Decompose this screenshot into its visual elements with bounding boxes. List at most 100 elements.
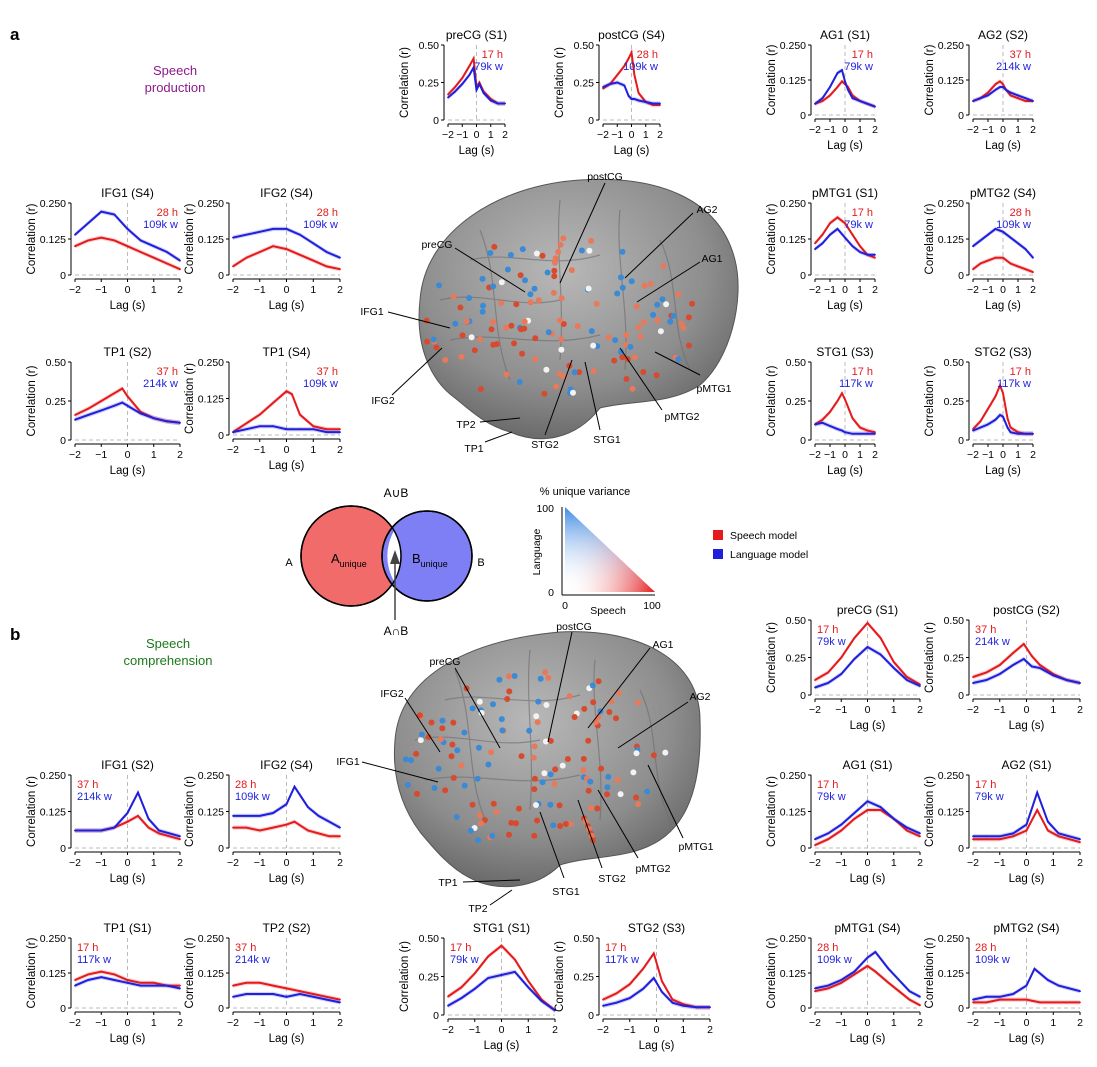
data-point bbox=[179, 987, 181, 990]
x-tick-label: −2 bbox=[227, 857, 239, 869]
electrode-dot bbox=[619, 354, 626, 361]
electrode-dot bbox=[680, 324, 687, 331]
y-tick-label: 0 bbox=[433, 1010, 439, 1022]
y-tick-label: 0.25 bbox=[944, 396, 965, 408]
electrode-dot bbox=[490, 283, 497, 290]
data-point bbox=[1033, 967, 1036, 970]
electrode-dot bbox=[416, 712, 423, 719]
data-point bbox=[1068, 987, 1071, 990]
electrode-dot bbox=[466, 295, 473, 301]
electrode-dot bbox=[556, 802, 563, 809]
electrode-dot bbox=[585, 737, 592, 744]
speech-data-label: 37 h bbox=[317, 366, 338, 378]
data-point bbox=[847, 88, 849, 91]
y-tick-label: 0 bbox=[588, 115, 594, 127]
x-tick-label: 2 bbox=[872, 449, 878, 461]
data-point bbox=[339, 268, 341, 271]
data-point bbox=[859, 251, 861, 253]
x-tick-label: 0 bbox=[284, 444, 290, 456]
speech-data-label: 17 h bbox=[817, 779, 838, 791]
brain-a-label-AG2: AG2 bbox=[696, 204, 717, 216]
electrode-dot bbox=[531, 743, 538, 750]
language-data-label: 79k w bbox=[844, 61, 873, 73]
electrode-dot bbox=[557, 823, 564, 829]
x-tick-label: 2 bbox=[872, 284, 878, 296]
electrode-dot bbox=[476, 744, 482, 751]
data-point bbox=[126, 820, 129, 823]
y-tick-label: 0 bbox=[958, 110, 964, 122]
electrode-dot bbox=[635, 801, 642, 808]
data-point bbox=[844, 80, 846, 83]
data-point bbox=[1030, 655, 1033, 657]
electrode-dot bbox=[533, 250, 540, 257]
data-point bbox=[307, 829, 309, 832]
language-model-line bbox=[602, 976, 710, 1009]
electrode-dot bbox=[558, 336, 565, 343]
x-tick-label: 0 bbox=[865, 704, 871, 716]
x-axis-label: Lag (s) bbox=[269, 300, 305, 312]
electrode-dot bbox=[457, 304, 464, 311]
y-tick-label: 0.25 bbox=[574, 972, 595, 984]
data-point bbox=[987, 94, 989, 97]
data-point bbox=[100, 970, 103, 973]
speech-data-label: 28 h bbox=[975, 942, 996, 954]
data-point bbox=[325, 998, 328, 1001]
chart-14: 0 0.25 0.50 −2 −1 0 1 2 Lag (s) Correlation (r) po… bbox=[924, 603, 1083, 732]
x-tick-label: 1 bbox=[1050, 857, 1056, 869]
chart-title: TP1 (S4) bbox=[262, 345, 310, 359]
electrode-dot bbox=[531, 285, 538, 292]
data-point bbox=[851, 97, 854, 100]
electrode-dot bbox=[433, 344, 440, 351]
speech-data-label: 37 h bbox=[975, 624, 996, 636]
language-model-line bbox=[814, 645, 921, 689]
data-point bbox=[87, 829, 89, 832]
data-point bbox=[874, 431, 876, 434]
data-point bbox=[299, 253, 301, 256]
electrode-dot bbox=[641, 282, 648, 289]
electrode-dot bbox=[587, 778, 594, 785]
data-point bbox=[814, 844, 816, 846]
electrode-dot bbox=[570, 389, 576, 396]
colormap-tick-100-y: 100 bbox=[536, 503, 554, 515]
language-data-label: 117k w bbox=[77, 954, 111, 966]
y-tick-label: 0 bbox=[800, 690, 806, 702]
speech-data-label: 17 h bbox=[817, 624, 838, 636]
electrode-dot bbox=[408, 757, 414, 764]
data-point bbox=[325, 265, 328, 268]
electrode-dot bbox=[647, 280, 654, 287]
electrode-dot bbox=[604, 784, 611, 791]
x-tick-label: 1 bbox=[310, 857, 316, 869]
data-point bbox=[299, 413, 301, 416]
data-point bbox=[615, 992, 618, 995]
y-tick-label: 0 bbox=[60, 843, 66, 855]
data-point bbox=[179, 421, 181, 424]
series-band bbox=[233, 819, 340, 839]
data-point bbox=[829, 94, 831, 97]
data-point bbox=[121, 387, 124, 390]
venn-label-b: B bbox=[477, 557, 484, 569]
y-tick-label: 0 bbox=[800, 270, 806, 282]
electrode-dot bbox=[532, 335, 539, 342]
data-point bbox=[1024, 100, 1027, 102]
data-point bbox=[500, 944, 503, 947]
x-axis-label: Lag (s) bbox=[1009, 1033, 1045, 1045]
data-point bbox=[126, 979, 129, 981]
data-point bbox=[299, 990, 301, 993]
data-point bbox=[232, 995, 234, 998]
data-point bbox=[652, 977, 655, 979]
x-tick-label: −1 bbox=[95, 1017, 107, 1029]
data-point bbox=[972, 838, 974, 841]
x-tick-label: −2 bbox=[442, 129, 454, 141]
data-point bbox=[972, 1001, 974, 1004]
data-point bbox=[906, 679, 908, 681]
y-tick-label: 0.125 bbox=[938, 968, 964, 980]
y-tick-label: 0 bbox=[800, 110, 806, 122]
electrode-dot bbox=[534, 817, 541, 824]
electrode-dot bbox=[613, 715, 619, 722]
data-point bbox=[527, 986, 530, 989]
data-point bbox=[844, 236, 846, 239]
x-tick-label: 0 bbox=[284, 857, 290, 869]
venn-union-label: A∪B bbox=[384, 486, 409, 500]
chart-title: STG2 (S3) bbox=[628, 921, 685, 935]
